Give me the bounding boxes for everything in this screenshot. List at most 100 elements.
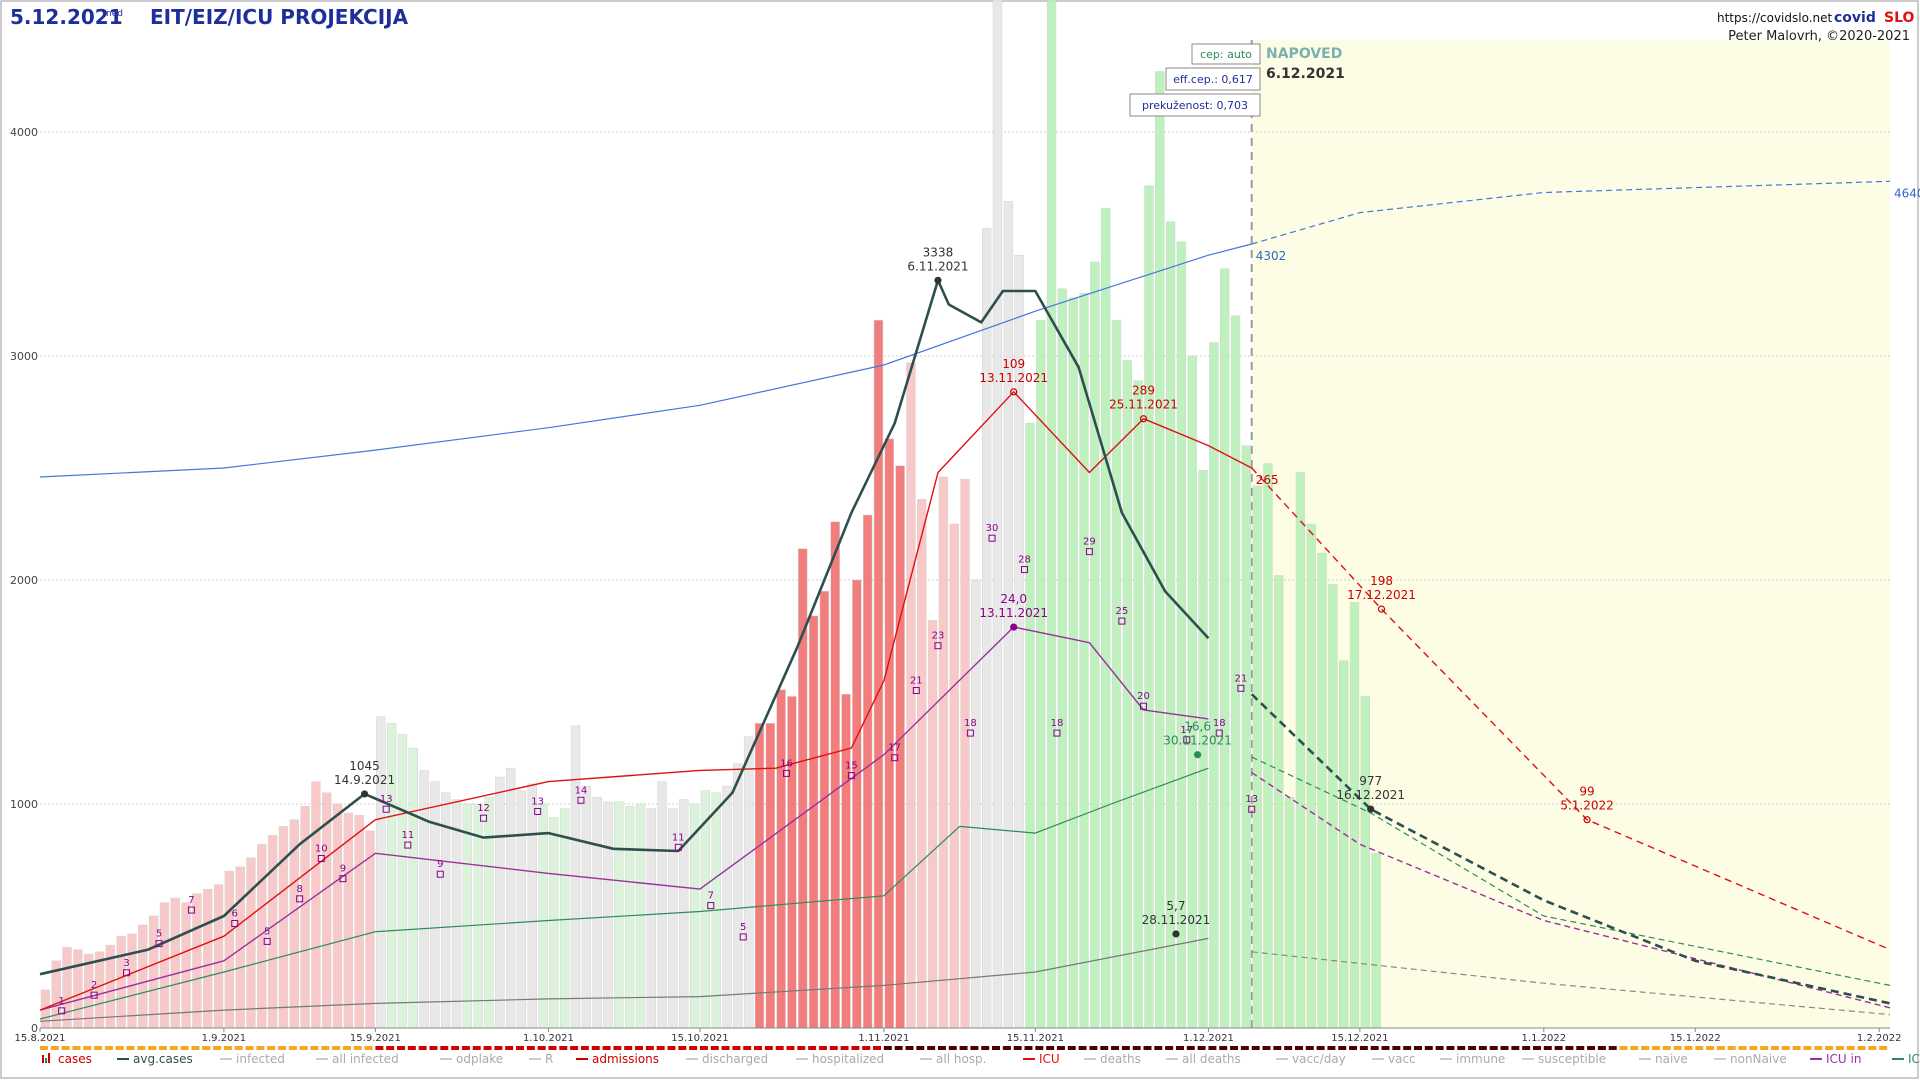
- date-strip-cell: [1500, 1046, 1509, 1050]
- icu-in-marker: [123, 969, 131, 977]
- cases-bar: [462, 803, 473, 1029]
- date-strip-cell: [1067, 1046, 1076, 1050]
- legend-item-label: hospitalized: [812, 1052, 884, 1066]
- date-strip-cell: [1132, 1046, 1141, 1050]
- icu-in-value-label: 8: [296, 884, 302, 895]
- icu-out-line: [39, 767, 1209, 1020]
- date-strip-cell: [202, 1046, 211, 1050]
- cases-bar: [657, 781, 667, 1029]
- cases-bar: [538, 803, 548, 1029]
- date-strip-cell: [591, 1046, 600, 1050]
- date-strip-cell: [1100, 1046, 1109, 1050]
- date-strip-cell: [1770, 1046, 1779, 1050]
- cases-bar: [1263, 463, 1273, 1029]
- icu-in-value-label: 20: [1137, 691, 1150, 702]
- date-strip-cell: [775, 1046, 784, 1050]
- cases-bar: [116, 935, 126, 1029]
- date-strip-cell: [451, 1046, 460, 1050]
- icu-in-value-label: 11: [401, 830, 414, 841]
- date-strip-cell: [288, 1046, 297, 1050]
- cases-bar: [603, 801, 613, 1029]
- cases-bar: [192, 893, 202, 1029]
- cases-bar: [127, 933, 137, 1029]
- icu-in-marker: [1118, 617, 1126, 625]
- cases-bar: [1187, 355, 1197, 1029]
- legend-item-label: all deaths: [1182, 1052, 1241, 1066]
- cases-bar: [1317, 552, 1327, 1029]
- icu-in-value-label: 14: [575, 785, 588, 796]
- icu-in-value-label: 9: [437, 859, 443, 870]
- date-strip-cell: [1727, 1046, 1736, 1050]
- legend-item-label: nonNaive: [1730, 1052, 1787, 1066]
- date-strip-cell: [1597, 1046, 1606, 1050]
- icu-in-value-label: 11: [672, 832, 685, 843]
- cases-bar: [646, 808, 656, 1029]
- avg-cases-forecast-line: [1250, 693, 1891, 1005]
- eff-cep-label: eff.cep.: 0,617: [1173, 73, 1253, 86]
- icu-in-marker: [187, 906, 195, 914]
- annotation-marker: [360, 790, 369, 798]
- icu-in-marker: [1215, 729, 1223, 737]
- cases-bar: [213, 884, 224, 1029]
- legend-item-label: ICU in: [1826, 1052, 1861, 1066]
- date-strip-cell: [948, 1046, 957, 1050]
- cases-bar: [495, 776, 505, 1029]
- annotation-value: 109: [1002, 357, 1025, 371]
- icu-in-marker: [782, 769, 790, 777]
- annotation-date: 13.11.2021: [979, 606, 1048, 620]
- annotation-value: 24,0: [1000, 592, 1027, 606]
- cases-bar: [614, 801, 624, 1029]
- cases-bar: [484, 797, 494, 1029]
- date-strip-cell: [1565, 1046, 1574, 1050]
- date-strip-cell: [537, 1046, 546, 1050]
- date-strip-cell: [1846, 1046, 1855, 1050]
- date-strip-cell: [1749, 1046, 1758, 1050]
- avg-cases-line: [39, 279, 1210, 976]
- legend-item-label: susceptible: [1538, 1052, 1606, 1066]
- date-strip-cell: [808, 1046, 817, 1050]
- cases-bar: [927, 620, 938, 1029]
- cases-bar: [1046, 0, 1057, 1029]
- icu-in-marker: [707, 902, 715, 910]
- legend-item-label: avg.cases: [133, 1052, 193, 1066]
- icu-in-value-label: 5: [264, 926, 270, 937]
- cases-bar: [635, 803, 646, 1029]
- cases-bar: [397, 734, 408, 1029]
- date-strip-cell: [602, 1046, 611, 1050]
- chart-date: 5.12.2021: [10, 5, 123, 29]
- date-strip-cell: [1284, 1046, 1293, 1050]
- date-strip-cell: [689, 1046, 698, 1050]
- cases-bar: [992, 0, 1003, 1029]
- date-strip-cell: [1868, 1046, 1877, 1050]
- legend-swatch-bar: [45, 1058, 47, 1063]
- date-strip-cell: [1695, 1046, 1704, 1050]
- date-strip-cell: [1879, 1046, 1888, 1050]
- date-strip-cell: [418, 1046, 427, 1050]
- cases-bars: [40, 0, 1381, 1029]
- date-strip-cell: [613, 1046, 622, 1050]
- date-strip-cell: [1522, 1046, 1531, 1050]
- cases-bar: [549, 817, 559, 1029]
- date-strip-cell: [494, 1046, 503, 1050]
- site-url[interactable]: https://covidslo.net: [1717, 11, 1833, 25]
- date-strip-cell: [1489, 1046, 1498, 1050]
- date-strip-cell: [580, 1046, 589, 1050]
- annotation-value: 5,7: [1166, 899, 1185, 913]
- icu-out-forecast-line: [1251, 756, 1891, 986]
- y-tick-label-4000: 4000: [10, 126, 38, 139]
- x-tick-label: 1.10.2021: [523, 1033, 574, 1044]
- cases-bar: [527, 783, 537, 1029]
- y-tick-label-2000: 2000: [10, 574, 38, 587]
- date-strip-cell: [1219, 1046, 1228, 1050]
- brand-slo: SLO: [1884, 10, 1915, 26]
- x-tick-label: 1.9.2021: [202, 1033, 247, 1044]
- date-strip-cell: [526, 1046, 535, 1050]
- icu-in-value-label: 28: [1018, 555, 1031, 566]
- date-strip-cell: [1273, 1046, 1282, 1050]
- cases-bar: [354, 814, 364, 1029]
- date-strip-cell: [1013, 1046, 1022, 1050]
- date-strip-cell: [1056, 1046, 1065, 1050]
- prekuzenost-box-frame: [1129, 93, 1261, 117]
